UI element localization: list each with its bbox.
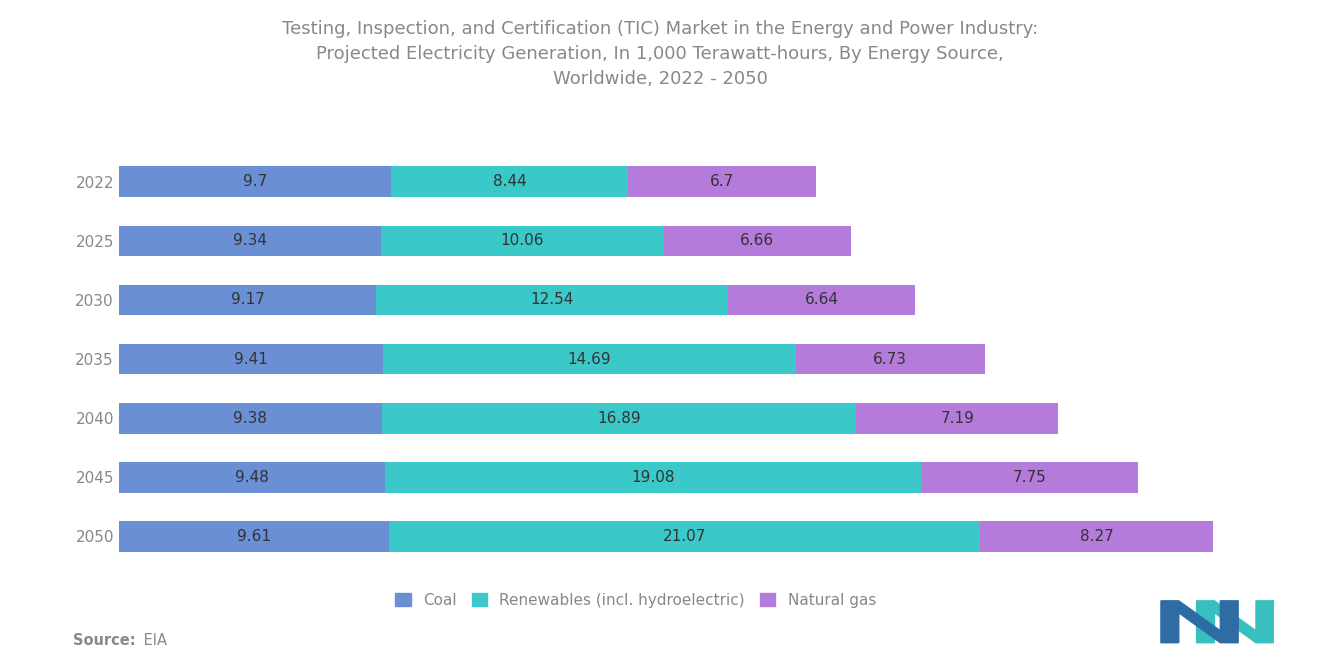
Text: 9.38: 9.38 xyxy=(234,411,268,426)
Text: 6.64: 6.64 xyxy=(805,293,838,307)
Text: 9.34: 9.34 xyxy=(232,233,267,249)
Bar xyxy=(388,521,981,552)
Bar xyxy=(119,521,388,552)
Text: 16.89: 16.89 xyxy=(598,411,642,426)
Text: 10.06: 10.06 xyxy=(500,233,544,249)
Text: 8.27: 8.27 xyxy=(1080,529,1113,544)
Text: 8.44: 8.44 xyxy=(492,174,527,190)
Text: 9.17: 9.17 xyxy=(231,293,264,307)
Bar xyxy=(376,285,729,315)
Text: 6.7: 6.7 xyxy=(710,174,734,190)
Bar xyxy=(857,403,1059,434)
Bar xyxy=(664,225,850,256)
Bar xyxy=(981,521,1213,552)
Text: 9.61: 9.61 xyxy=(236,529,271,544)
Bar xyxy=(391,166,628,197)
Text: 7.19: 7.19 xyxy=(940,411,974,426)
Bar xyxy=(921,462,1138,493)
Text: EIA: EIA xyxy=(139,633,166,648)
Bar xyxy=(729,285,915,315)
Bar xyxy=(383,344,796,374)
Bar xyxy=(383,403,857,434)
Text: 14.69: 14.69 xyxy=(568,352,611,366)
Bar xyxy=(381,225,664,256)
Bar xyxy=(119,285,376,315)
Bar xyxy=(385,462,921,493)
Text: 6.73: 6.73 xyxy=(873,352,907,366)
Bar xyxy=(628,166,816,197)
Text: 12.54: 12.54 xyxy=(531,293,574,307)
Legend: Coal, Renewables (incl. hydroelectric), Natural gas: Coal, Renewables (incl. hydroelectric), … xyxy=(388,585,883,615)
Text: Testing, Inspection, and Certification (TIC) Market in the Energy and Power Indu: Testing, Inspection, and Certification (… xyxy=(282,20,1038,88)
Bar xyxy=(119,403,383,434)
Text: 9.41: 9.41 xyxy=(234,352,268,366)
Bar xyxy=(119,225,381,256)
Bar xyxy=(119,166,391,197)
Bar xyxy=(119,344,383,374)
Text: 6.66: 6.66 xyxy=(741,233,774,249)
Bar xyxy=(119,462,385,493)
Text: 9.7: 9.7 xyxy=(243,174,267,190)
Text: 21.07: 21.07 xyxy=(663,529,706,544)
Polygon shape xyxy=(1162,601,1238,642)
Bar xyxy=(796,344,985,374)
Text: 7.75: 7.75 xyxy=(1012,469,1047,485)
Text: 19.08: 19.08 xyxy=(631,469,675,485)
Text: Source:: Source: xyxy=(73,633,135,648)
Polygon shape xyxy=(1196,601,1274,642)
Text: 9.48: 9.48 xyxy=(235,469,269,485)
